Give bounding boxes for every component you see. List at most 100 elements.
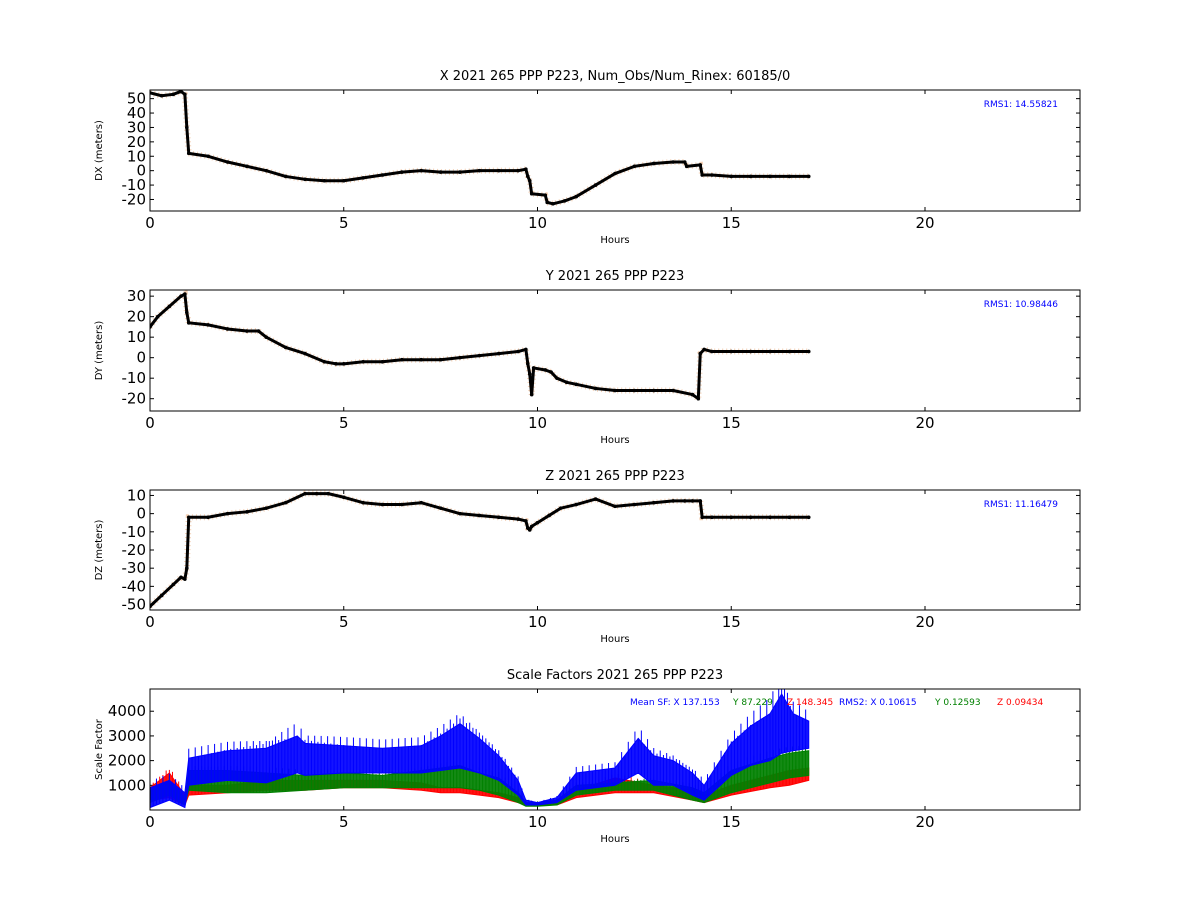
data-point xyxy=(545,200,549,205)
data-point xyxy=(303,491,307,496)
data-point xyxy=(185,125,189,130)
plot-frame xyxy=(149,89,1081,212)
data-point xyxy=(159,93,164,98)
y-tick-label: 1000 xyxy=(108,776,146,794)
data-point xyxy=(179,575,183,580)
data-point xyxy=(526,174,530,179)
subplot-title: X 2021 265 PPP P223, Num_Obs/Num_Rinex: … xyxy=(440,69,791,84)
subplot-title: Y 2021 265 PPP P223 xyxy=(545,269,685,284)
data-point xyxy=(303,351,307,356)
data-point xyxy=(477,168,482,173)
plot-frame xyxy=(149,289,1081,412)
data-point xyxy=(283,174,288,179)
data-point xyxy=(748,174,753,179)
subplot-2: Y 2021 265 PPP P223 Hours DY (meters) 0 5 10 1… xyxy=(94,269,1081,446)
data-point xyxy=(225,511,230,516)
x-tick-label: 20 xyxy=(915,414,934,432)
y-tick-label: -20 xyxy=(122,390,147,408)
data-point xyxy=(787,174,792,179)
x-tick-label: 15 xyxy=(722,414,741,432)
x-tick-label: 5 xyxy=(339,414,349,432)
data-point xyxy=(264,335,269,339)
x-tick-label: 0 xyxy=(145,613,155,631)
data-point xyxy=(593,183,598,187)
data-point xyxy=(529,524,534,529)
data-point xyxy=(186,321,191,325)
data-point xyxy=(710,349,714,354)
subplot-1: X 2021 265 PPP P223, Num_Obs/Num_Rinex: … xyxy=(94,69,1081,246)
data-point xyxy=(206,323,210,327)
data-point xyxy=(256,329,261,333)
data-point xyxy=(593,386,598,391)
data-point xyxy=(549,370,553,374)
data-point xyxy=(651,388,656,393)
x-tick-label: 10 xyxy=(528,414,547,432)
y-axis-label: DY (meters) xyxy=(94,321,105,381)
data-point xyxy=(768,174,772,179)
data-point xyxy=(593,497,598,501)
data-point xyxy=(531,366,536,370)
data-point xyxy=(543,193,548,197)
data-point xyxy=(710,515,714,520)
x-tick-label: 5 xyxy=(339,813,349,831)
x-axis-label: Hours xyxy=(600,834,629,845)
data-point xyxy=(729,174,734,179)
y-axis-label: DZ (meters) xyxy=(94,519,105,580)
y-tick-label: 10 xyxy=(127,486,146,504)
y-axis-label: Scale Factor xyxy=(94,718,105,780)
series-line-1 xyxy=(150,90,809,206)
data-point xyxy=(438,357,443,362)
data-point xyxy=(380,502,385,507)
stats-annotation: RMS2: X 0.10615 xyxy=(839,698,917,708)
x-tick-label: 15 xyxy=(722,813,741,831)
y-tick-label: 0 xyxy=(136,505,146,523)
plot-area xyxy=(150,90,811,207)
data-point xyxy=(527,372,532,376)
data-point xyxy=(341,178,346,183)
stats-annotation: Z 0.09434 xyxy=(997,698,1044,708)
data-point xyxy=(574,194,579,199)
data-point xyxy=(458,170,462,174)
data-point xyxy=(690,392,695,397)
data-point xyxy=(400,357,404,362)
data-point xyxy=(341,362,346,366)
x-axis-label: Hours xyxy=(600,435,629,446)
x-tick-label: 5 xyxy=(339,613,349,631)
data-point xyxy=(558,506,563,510)
data-point xyxy=(700,173,704,177)
data-point xyxy=(179,294,183,298)
data-point xyxy=(632,164,637,169)
x-tick-label: 15 xyxy=(722,214,741,232)
y-tick-label: 4000 xyxy=(108,702,146,720)
data-point xyxy=(806,349,811,354)
stats-annotation: Y 0.12593 xyxy=(934,698,981,708)
x-tick-label: 10 xyxy=(528,813,547,831)
data-point xyxy=(303,177,307,182)
data-point xyxy=(768,349,772,354)
plot-frame xyxy=(149,688,1081,811)
data-point xyxy=(477,513,482,518)
data-point xyxy=(206,515,210,520)
data-point xyxy=(458,355,462,360)
data-point xyxy=(380,173,385,177)
data-point xyxy=(179,90,183,94)
data-point xyxy=(613,171,617,176)
data-point xyxy=(400,502,404,507)
data-point xyxy=(206,154,210,159)
data-point xyxy=(698,499,703,503)
x-tick-label: 0 xyxy=(145,214,155,232)
y-tick-label: 40 xyxy=(127,104,146,122)
data-point xyxy=(361,359,365,364)
data-point xyxy=(400,170,404,174)
data-point xyxy=(671,160,675,164)
x-tick-label: 10 xyxy=(528,214,547,232)
data-point xyxy=(322,359,327,364)
data-point xyxy=(186,151,191,156)
x-tick-label: 0 xyxy=(145,813,155,831)
data-point xyxy=(806,515,811,520)
data-point xyxy=(183,292,187,296)
data-point xyxy=(702,347,706,352)
data-point xyxy=(535,520,540,525)
data-point xyxy=(527,528,532,532)
